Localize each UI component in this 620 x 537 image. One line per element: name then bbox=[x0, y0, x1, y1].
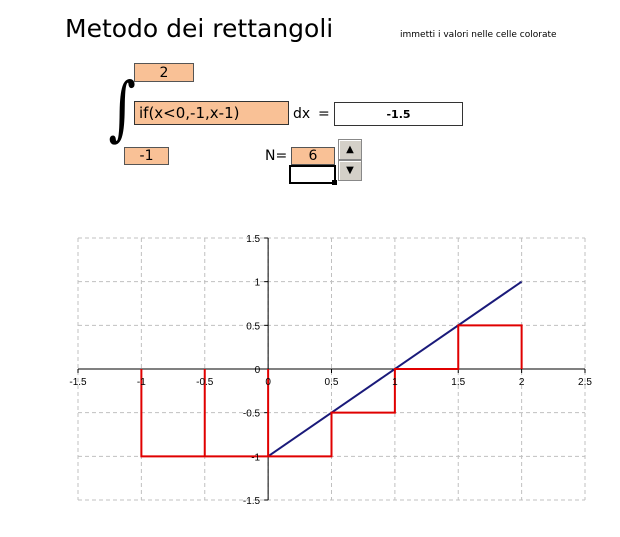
y-tick-label: 1.5 bbox=[246, 234, 260, 245]
selected-cell[interactable] bbox=[289, 165, 336, 184]
x-tick-label: 2 bbox=[519, 377, 525, 388]
rectangles-line bbox=[140, 324, 523, 458]
y-tick-label: 1 bbox=[255, 278, 261, 289]
n-label: N= bbox=[265, 148, 288, 164]
spin-up-button[interactable]: ▲ bbox=[338, 139, 362, 160]
dx-label: dx bbox=[293, 106, 311, 122]
lower-limit-cell[interactable]: -1 bbox=[124, 147, 169, 165]
up-arrow-icon: ▲ bbox=[346, 144, 354, 155]
x-tick-label: -1 bbox=[137, 377, 146, 388]
dx-value-cell: -1.5 bbox=[334, 102, 463, 126]
x-tick-label: 0 bbox=[265, 377, 271, 388]
spin-down-button[interactable]: ▼ bbox=[338, 160, 362, 181]
upper-limit-cell[interactable]: 2 bbox=[134, 63, 194, 82]
y-tick-label: -1.5 bbox=[243, 496, 261, 507]
fill-handle[interactable] bbox=[332, 180, 337, 185]
x-tick-label: -1.5 bbox=[69, 377, 87, 388]
chart-tick-labels: -1.5 -1 -0.5 0 0.5 1 1.5 2 2.5 -1.5 -1 -0.5 0 0.5 1 1.5 bbox=[69, 234, 592, 507]
x-tick-label: -0.5 bbox=[196, 377, 214, 388]
y-tick-label: -0.5 bbox=[243, 409, 261, 420]
instruction-text: immetti i valori nelle celle colorate bbox=[400, 30, 557, 40]
y-tick-label: 0.5 bbox=[246, 321, 260, 332]
n-value-cell[interactable]: 6 bbox=[291, 147, 335, 165]
x-tick-label: 0.5 bbox=[325, 377, 339, 388]
down-arrow-icon: ▼ bbox=[346, 165, 354, 176]
x-tick-label: 1.5 bbox=[451, 377, 465, 388]
y-tick-label: -1 bbox=[251, 452, 260, 463]
chart-axes bbox=[77, 237, 586, 501]
y-tick-label: 0 bbox=[255, 365, 261, 376]
dx-equals-sign: = bbox=[318, 106, 330, 122]
integral-sign-icon: ∫ bbox=[108, 67, 136, 149]
x-tick-label: 1 bbox=[392, 377, 398, 388]
page-title: Metodo dei rettangoli bbox=[65, 14, 334, 43]
function-cell[interactable]: if(x<0,-1,x-1) bbox=[134, 101, 289, 125]
x-tick-label: 2.5 bbox=[578, 377, 592, 388]
chart-series bbox=[140, 280, 523, 458]
